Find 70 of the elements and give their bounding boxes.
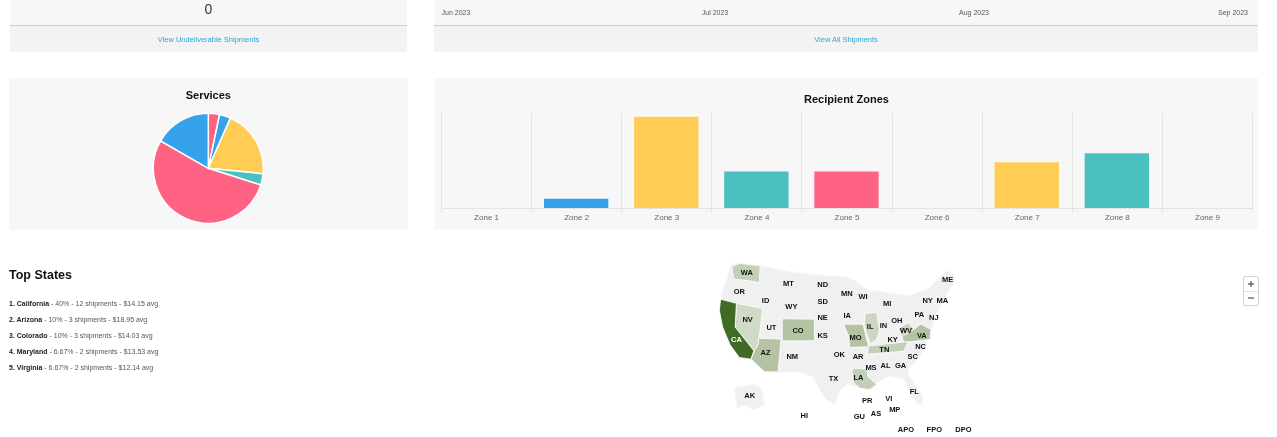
category-label: WY bbox=[785, 302, 798, 312]
category-label: NJ bbox=[929, 313, 939, 323]
category-label: OR bbox=[733, 286, 746, 296]
category-label: GU bbox=[853, 411, 865, 421]
x-tick-label: Zone 9 bbox=[1194, 212, 1221, 222]
text: Top States bbox=[9, 268, 72, 282]
category-label: NC bbox=[915, 342, 927, 352]
category-label: MO bbox=[849, 332, 862, 342]
category-label: GA bbox=[894, 360, 907, 370]
category-label: MN bbox=[841, 289, 853, 299]
category-label: KY bbox=[887, 334, 898, 344]
chart-title: Recipient Zones bbox=[804, 92, 889, 105]
category-label: OH bbox=[891, 315, 903, 325]
x-tick-label: Zone 4 bbox=[744, 212, 770, 222]
category-label: IL bbox=[866, 321, 874, 331]
category-label: MI bbox=[883, 298, 892, 308]
category-label: VI bbox=[885, 393, 893, 403]
category-label: ID bbox=[761, 295, 770, 305]
bar bbox=[634, 116, 699, 208]
bar bbox=[724, 171, 789, 208]
category-label: CA bbox=[730, 334, 743, 344]
x-tick-label: Zone 1 bbox=[474, 212, 500, 222]
category-label: MA bbox=[936, 296, 949, 306]
category-label: KS bbox=[817, 331, 828, 341]
category-label: IN bbox=[879, 320, 888, 330]
category-label: SC bbox=[907, 352, 919, 362]
category-label: WA bbox=[740, 268, 754, 278]
category-label: TX bbox=[828, 374, 839, 384]
x-tick-label: Zone 6 bbox=[924, 212, 951, 222]
category-label: NY bbox=[922, 295, 933, 305]
category-label: FL bbox=[909, 387, 920, 397]
bar bbox=[1084, 153, 1149, 208]
category-label: NV bbox=[742, 314, 753, 324]
category-label: TN bbox=[879, 344, 890, 354]
category-label: FPO bbox=[926, 425, 943, 435]
category-label: PR bbox=[862, 396, 874, 406]
category-label: MT bbox=[783, 278, 795, 288]
category-label: AS bbox=[870, 409, 882, 419]
category-label: OK bbox=[833, 349, 846, 359]
bar bbox=[544, 198, 609, 208]
x-tick-label: Zone 2 bbox=[564, 212, 590, 222]
category-label: IA bbox=[843, 310, 852, 320]
category-label: DPO bbox=[955, 425, 972, 435]
bar bbox=[814, 171, 879, 208]
x-tick-label: Zone 5 bbox=[834, 212, 860, 222]
category-label: CO bbox=[792, 325, 804, 335]
category-label: SD bbox=[817, 297, 829, 307]
category-label: ME bbox=[942, 274, 954, 284]
category-label: NM bbox=[786, 352, 799, 362]
category-label: ND bbox=[817, 279, 829, 289]
category-label: LA bbox=[853, 373, 865, 382]
category-label: MS bbox=[865, 363, 877, 373]
category-label: PA bbox=[914, 310, 925, 320]
category-label: AR bbox=[852, 351, 865, 361]
category-label: WI bbox=[858, 292, 868, 302]
x-tick-label: Zone 8 bbox=[1104, 212, 1131, 222]
category-label: NE bbox=[817, 313, 828, 323]
category-label: APO bbox=[897, 425, 915, 435]
category-label: VA bbox=[916, 330, 928, 340]
category-label: AK bbox=[744, 390, 756, 400]
category-label: MP bbox=[889, 405, 901, 415]
category-label: HI bbox=[800, 411, 809, 421]
text: 0 bbox=[203, 1, 214, 17]
category-label: AL bbox=[880, 360, 891, 370]
category-label: UT bbox=[766, 323, 777, 332]
x-tick-label: Zone 3 bbox=[654, 212, 680, 222]
chart-title: Services bbox=[185, 89, 231, 102]
x-tick-label: Zone 7 bbox=[1014, 212, 1041, 222]
bar bbox=[994, 162, 1059, 208]
category-label: AZ bbox=[760, 348, 771, 357]
